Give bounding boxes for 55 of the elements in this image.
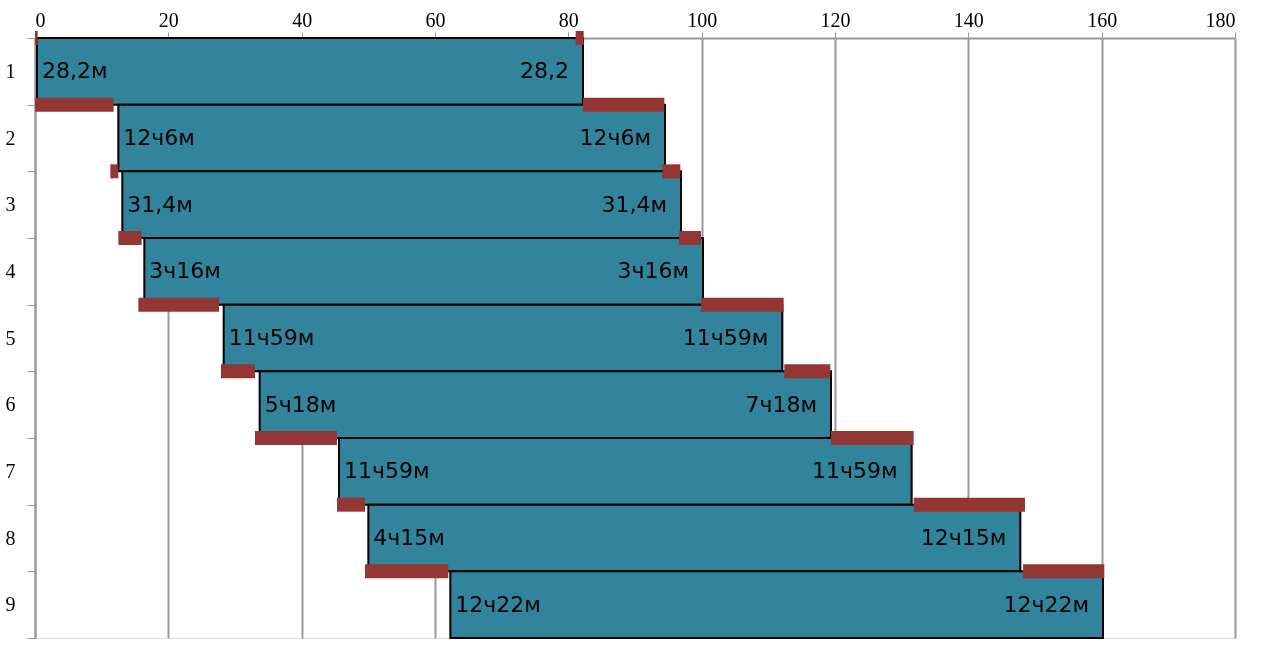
y-tick-label: 8 — [5, 526, 16, 549]
annotation: 11ч59м — [228, 325, 315, 350]
x-tick-label: 160 — [1087, 8, 1118, 31]
x-tick-label: 40 — [292, 8, 313, 31]
x-tick-label: 60 — [425, 8, 446, 31]
bar — [701, 297, 784, 312]
annotation: 12ч6м — [123, 125, 195, 150]
annotation: 11ч59м — [344, 458, 430, 484]
y-tick-label: 1 — [5, 59, 16, 82]
bar — [583, 97, 665, 112]
x-tick-label: 180 — [1205, 8, 1236, 31]
bar — [365, 564, 449, 579]
annotation: 12ч15м — [920, 525, 1007, 550]
annotation: 28,2м — [42, 58, 108, 84]
bar — [221, 364, 255, 379]
y-tick-label: 4 — [5, 259, 16, 282]
y-tick-label: 6 — [5, 393, 16, 416]
x-tick-label: 100 — [687, 8, 718, 31]
bar — [337, 497, 365, 512]
y-tick-label: 9 — [5, 593, 16, 616]
annotation: 31,4м — [127, 191, 193, 217]
x-tick-label: 140 — [953, 8, 984, 31]
bar — [35, 31, 38, 45]
annotation: 5ч18м — [264, 391, 337, 417]
y-tick-label: 3 — [5, 193, 16, 216]
bar — [110, 164, 119, 179]
bar — [138, 297, 219, 312]
bar — [255, 431, 337, 445]
annotation: 12ч6м — [579, 125, 651, 150]
annotation: 12ч22м — [1003, 591, 1089, 617]
annotation: 12ч22м — [455, 591, 541, 617]
annotation: 3ч16м — [617, 258, 689, 284]
x-tick-label: 20 — [158, 8, 179, 31]
annotation: 11ч59м — [812, 458, 898, 484]
annotation: 28,2 — [520, 58, 569, 84]
annotation: 4ч15м — [373, 525, 445, 550]
bar — [1023, 564, 1105, 579]
annotation: 3ч16м — [149, 258, 221, 284]
bar — [831, 431, 914, 445]
x-tick-label: 0 — [35, 8, 46, 31]
bar — [913, 497, 1025, 512]
annotation: 7ч18м — [745, 391, 817, 417]
bar — [35, 97, 114, 112]
x-tick-label: 120 — [820, 8, 851, 31]
y-tick-label: 7 — [5, 459, 16, 482]
bar — [575, 31, 584, 45]
y-tick-label: 5 — [5, 326, 16, 349]
bar — [784, 364, 831, 379]
x-tick-label: 80 — [558, 8, 579, 31]
bar — [118, 231, 142, 245]
annotation: 11ч59м — [682, 325, 769, 350]
y-tick-label: 2 — [5, 126, 16, 149]
bar — [679, 231, 701, 245]
annotation: 31,4м — [601, 191, 667, 217]
bar — [662, 164, 681, 179]
